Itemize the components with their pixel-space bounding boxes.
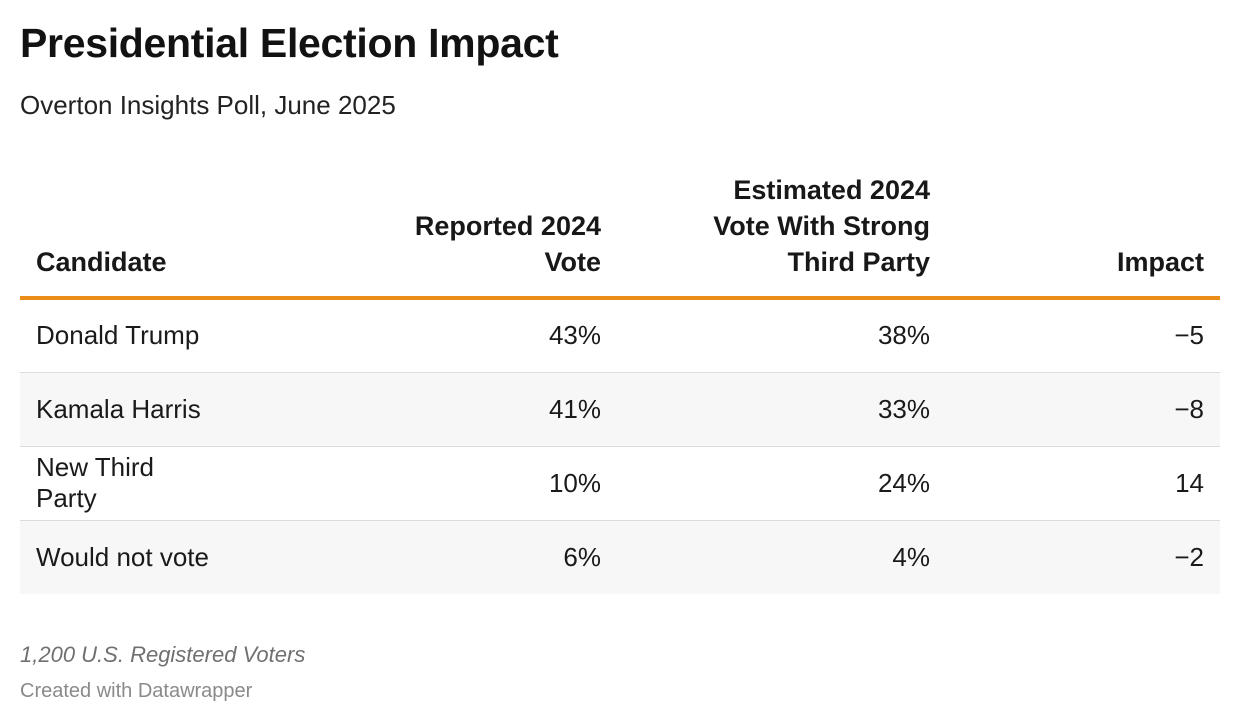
estimated-vote-cell: 24%: [617, 446, 946, 521]
table-row: New Third Party 10% 24% 14: [20, 446, 1220, 521]
reported-vote-cell: 41%: [230, 372, 617, 447]
table-row: Kamala Harris 41% 33% −8: [20, 372, 1220, 447]
estimated-vote-cell: 4%: [617, 520, 946, 594]
sample-note: 1,200 U.S. Registered Voters: [20, 642, 306, 667]
impact-cell: 14: [946, 446, 1220, 521]
reported-vote-cell: 6%: [230, 520, 617, 594]
header-candidate: Candidate: [20, 172, 230, 300]
candidate-cell: New Third Party: [20, 446, 230, 521]
header-line: Vote: [544, 247, 601, 277]
header-line: Impact: [1116, 247, 1204, 277]
table-header-row: Candidate Reported 2024 Vote Estimated 2024…: [20, 172, 1220, 300]
table-header: Candidate Reported 2024 Vote Estimated 2024…: [20, 172, 1220, 300]
header-line: Third Party: [787, 247, 930, 277]
header-line: Reported 2024: [414, 211, 601, 241]
table-body: Donald Trump 43% 38% −5 Kamala Harris 41% 33% −…: [20, 298, 1220, 594]
candidate-cell: Kamala Harris: [20, 372, 230, 447]
chart-title: Presidential Election Impact: [20, 20, 559, 66]
table-row: Donald Trump 43% 38% −5: [20, 298, 1220, 373]
candidate-cell: Would not vote: [20, 520, 230, 594]
header-line: Candidate: [36, 247, 167, 277]
reported-vote-cell: 43%: [230, 298, 617, 373]
chart-subtitle: Overton Insights Poll, June 2025: [20, 90, 396, 120]
estimated-vote-cell: 38%: [617, 298, 946, 373]
header-line: Estimated 2024: [733, 175, 930, 205]
reported-vote-cell: 10%: [230, 446, 617, 521]
header-estimated-vote: Estimated 2024 Vote With Strong Third Part…: [617, 172, 946, 300]
header-line: Vote With Strong: [713, 211, 930, 241]
impact-cell: −8: [946, 372, 1220, 447]
header-reported-vote: Reported 2024 Vote: [230, 172, 617, 300]
table-row: Would not vote 6% 4% −2: [20, 520, 1220, 594]
impact-cell: −5: [946, 298, 1220, 373]
estimated-vote-cell: 33%: [617, 372, 946, 447]
candidate-cell: Donald Trump: [20, 298, 230, 373]
impact-cell: −2: [946, 520, 1220, 594]
credit-link[interactable]: Created with Datawrapper: [20, 680, 253, 702]
data-table: Candidate Reported 2024 Vote Estimated 2024…: [20, 172, 1220, 594]
header-impact: Impact: [946, 172, 1220, 300]
